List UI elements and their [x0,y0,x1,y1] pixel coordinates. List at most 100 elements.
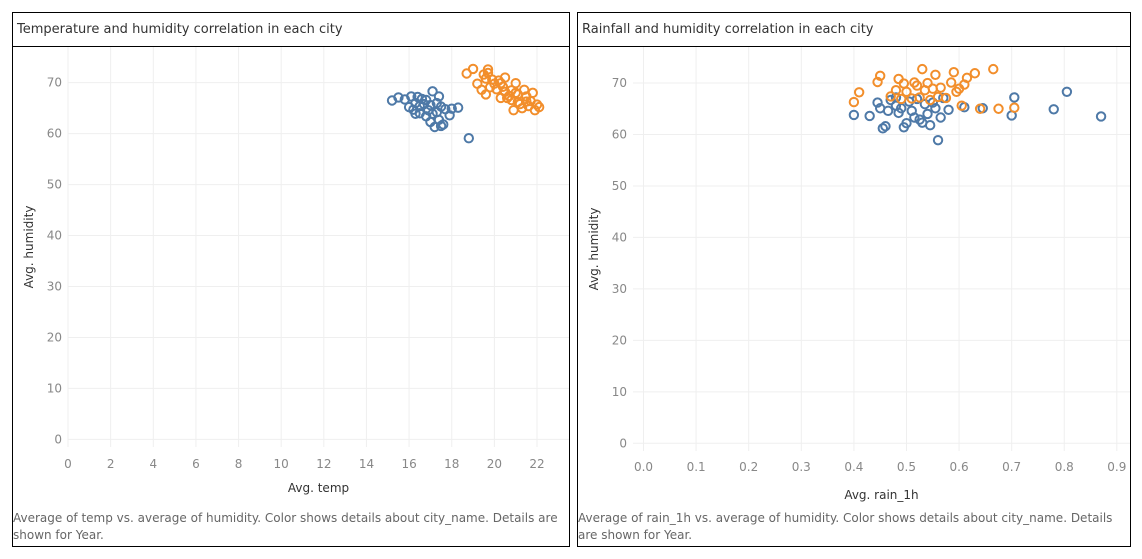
data-point[interactable] [410,108,421,119]
data-point[interactable] [527,87,538,99]
data-point[interactable] [393,92,404,103]
x-tick-label: 4 [149,457,157,471]
title-divider [578,46,1130,47]
x-tick-label: 0.5 [897,460,916,474]
y-tick-label: 60 [47,127,62,141]
x-tick-label: 12 [316,457,331,471]
data-point[interactable] [969,68,981,79]
x-tick-label: 20 [487,457,502,471]
data-point[interactable] [956,100,967,111]
data-point[interactable] [1048,104,1059,115]
data-point[interactable] [531,99,543,110]
data-point[interactable] [901,86,912,97]
data-point[interactable] [922,77,933,89]
data-point[interactable] [510,77,521,89]
data-point[interactable] [890,85,902,96]
y-axis-title: Avg. humidity [587,208,601,291]
series-1 [848,86,1107,146]
x-axis-title: Avg. rain_1h [844,488,918,502]
data-point[interactable] [896,93,907,105]
data-point[interactable] [924,120,936,131]
data-point[interactable] [1009,102,1020,113]
x-tick-label: 0.4 [844,460,863,474]
data-point[interactable] [932,134,944,146]
x-tick-label: 0.6 [950,460,969,474]
x-tick-label: 0.9 [1107,460,1126,474]
x-tick-label: 0 [64,457,72,471]
x-tick-label: 10 [274,457,289,471]
data-point[interactable] [853,87,865,98]
data-point[interactable] [935,112,946,123]
data-point[interactable] [922,108,933,120]
data-point[interactable] [533,101,545,113]
data-point[interactable] [463,133,474,144]
data-point[interactable] [914,92,925,103]
data-point[interactable] [416,93,428,105]
data-point[interactable] [848,109,860,121]
data-point[interactable] [433,91,445,102]
y-tick-label: 40 [612,230,627,244]
data-point[interactable] [882,105,894,117]
chart-caption: Average of temp vs. average of humidity.… [13,511,558,542]
data-point[interactable] [872,76,883,88]
chart-title: Temperature and humidity correlation in … [17,22,343,37]
data-point[interactable] [480,73,492,84]
data-point[interactable] [940,92,952,104]
data-point[interactable] [427,86,438,97]
data-point[interactable] [901,117,912,129]
data-point[interactable] [930,69,941,80]
data-point[interactable] [499,72,511,83]
x-tick-label: 0.0 [634,460,653,474]
y-axis-title: Avg. humidity [22,206,36,289]
data-point[interactable] [1061,86,1073,97]
y-tick-label: 70 [47,76,62,90]
y-tick-label: 10 [47,381,62,395]
data-point[interactable] [452,102,464,113]
data-point[interactable] [864,110,875,122]
data-point[interactable] [909,112,920,123]
y-tick-label: 30 [612,282,627,296]
chart-title: Rainfall and humidity correlation in eac… [582,22,874,37]
series-1 [386,86,474,144]
data-point[interactable] [880,121,891,132]
data-point[interactable] [927,97,938,108]
data-point[interactable] [988,63,999,75]
y-tick-label: 20 [612,333,627,347]
data-point[interactable] [885,91,896,102]
data-point[interactable] [444,110,455,121]
data-point[interactable] [438,119,449,130]
temp-humidity-scatter-chart[interactable]: 0 10 20 30 40 50 60 70 0 2 4 6 8 10 12 14 16 18 20 22 Avg. t… [13,13,571,513]
data-point[interactable] [930,103,941,114]
data-point[interactable] [872,97,883,108]
data-point[interactable] [519,84,530,96]
rain-humidity-scatter-chart[interactable]: 0 10 20 30 40 50 60 70 0.0 0.1 0.2 0.3 0.4 0.5 0.6 0.7 0… [578,13,1132,513]
x-tick-label: 0.2 [739,460,758,474]
temp-humidity-panel: Temperature and humidity correlation in … [12,12,570,547]
data-point[interactable] [948,67,960,78]
data-point[interactable] [446,103,457,114]
x-axis-title: Avg. temp [288,481,349,495]
data-point[interactable] [1095,111,1107,122]
data-point[interactable] [974,103,986,114]
data-point[interactable] [961,72,973,84]
data-point[interactable] [917,63,928,75]
x-tick-label: 16 [401,457,416,471]
data-point[interactable] [874,70,886,82]
data-point[interactable] [945,77,957,88]
y-tick-label: 50 [612,179,627,193]
chart-caption: Average of rain_1h vs. average of humidi… [578,511,1113,542]
y-tick-label: 0 [619,436,627,450]
title-divider [13,46,569,47]
data-point[interactable] [482,64,494,75]
data-point[interactable] [993,103,1004,114]
data-point[interactable] [911,80,923,91]
data-point[interactable] [467,63,479,75]
data-point[interactable] [885,94,896,106]
data-point[interactable] [848,96,860,108]
x-tick-label: 6 [192,457,200,471]
data-point[interactable] [943,104,954,115]
data-point[interactable] [935,82,946,93]
grid-lines [633,47,1130,451]
data-point[interactable] [1009,92,1020,103]
data-point[interactable] [497,81,509,92]
